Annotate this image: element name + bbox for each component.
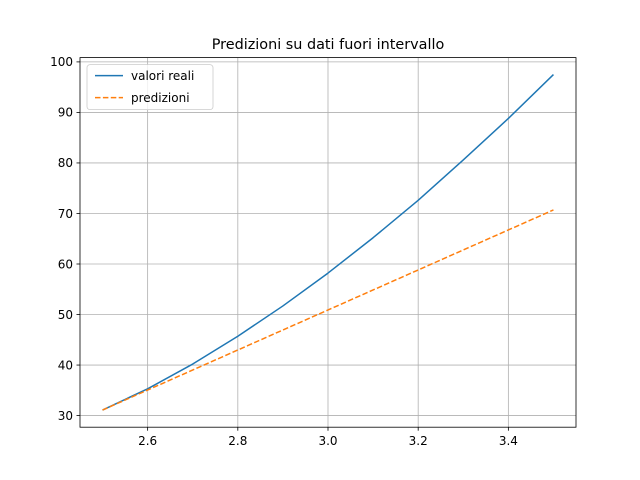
chart-title: Predizioni su dati fuori intervallo: [212, 37, 445, 53]
x-tick-label: 3.4: [499, 434, 518, 448]
x-tick-label: 2.8: [228, 434, 247, 448]
y-tick-label: 30: [58, 409, 73, 423]
y-tick-label: 40: [58, 358, 73, 372]
y-tick-label: 70: [58, 207, 73, 221]
axis-ticks: 2.6 2.8 3.0 3.2 3.4 30 40 50 60 70 80 90 100: [50, 55, 518, 448]
y-tick-label: 90: [58, 106, 73, 120]
x-tick-label: 3.2: [409, 434, 428, 448]
legend-label: predizioni: [131, 91, 190, 105]
x-tick-label: 2.6: [138, 434, 157, 448]
y-tick-label: 100: [50, 55, 73, 69]
x-tick-label: 3.0: [318, 434, 337, 448]
legend: valori reali predizioni: [86, 64, 214, 110]
series-line-valori-reali: [102, 73, 554, 411]
y-tick-label: 60: [58, 257, 73, 271]
y-tick-label: 80: [58, 156, 73, 170]
series-line-predizioni: [102, 209, 554, 411]
legend-label: valori reali: [131, 69, 194, 83]
series-layer: [102, 73, 554, 411]
y-tick-label: 50: [58, 308, 73, 322]
grid: [80, 57, 576, 428]
